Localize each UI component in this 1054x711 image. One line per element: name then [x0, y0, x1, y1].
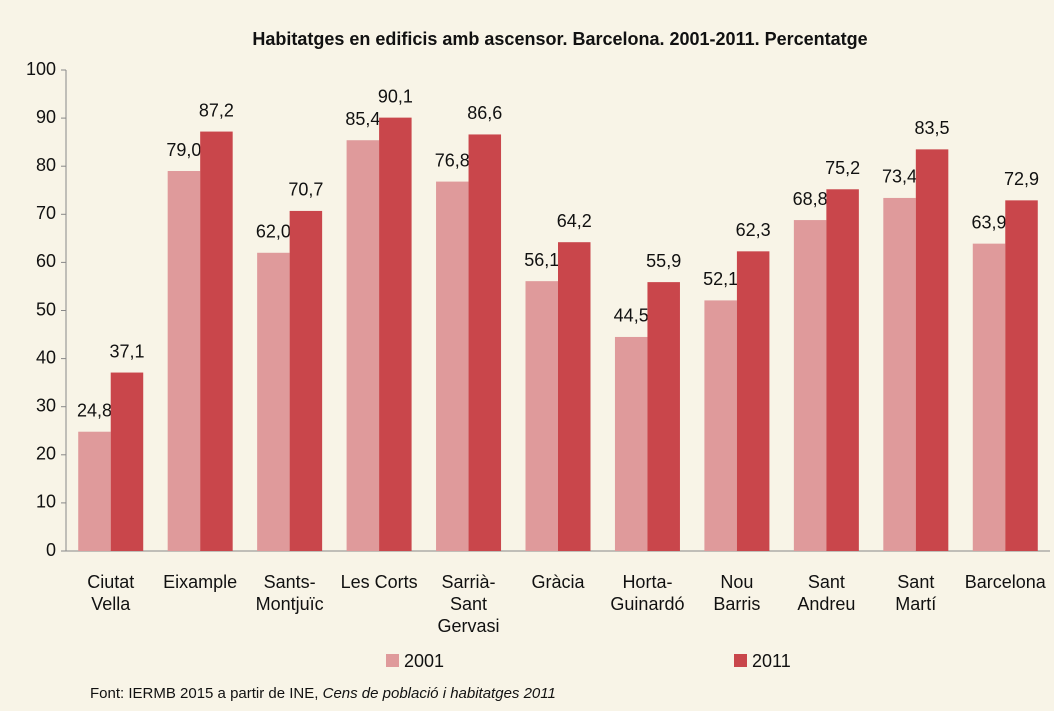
bar — [525, 281, 558, 551]
bar — [558, 242, 591, 551]
bar — [110, 372, 144, 551]
x-tick-line: Vella — [91, 594, 131, 614]
x-tick-label: Ciutat Vella — [87, 572, 134, 614]
bar — [257, 252, 290, 551]
x-tick-line: Nou — [720, 572, 753, 592]
x-tick-line: Sant — [897, 572, 934, 592]
chart-title: Habitatges en edificis amb ascensor. Bar… — [252, 29, 867, 49]
x-tick-line: Horta- — [622, 572, 672, 592]
value-label: 68,8 — [793, 189, 828, 209]
legend-swatch — [386, 654, 399, 667]
x-tick-label: Nou Barris — [713, 572, 760, 614]
value-label: 55,9 — [646, 251, 681, 271]
legend-swatch — [734, 654, 747, 667]
bar — [826, 189, 859, 551]
y-tick-label: 60 — [36, 251, 56, 271]
value-label: 62,0 — [256, 222, 291, 242]
y-tick-label: 80 — [36, 155, 56, 175]
x-tick-line: Sarrià- — [442, 572, 496, 592]
value-label: 62,3 — [736, 220, 771, 240]
y-tick-label: 40 — [36, 347, 56, 367]
value-label: 87,2 — [199, 100, 234, 120]
x-tick-line: Barcelona — [965, 572, 1047, 592]
y-tick-label: 0 — [46, 540, 56, 560]
source-italic: Cens de població i habitatges 2011 — [323, 685, 556, 702]
x-tick-line: Barris — [713, 594, 760, 614]
x-tick-line: Sants- — [264, 572, 316, 592]
value-label: 86,6 — [467, 103, 502, 123]
bar — [167, 171, 201, 551]
value-label: 76,8 — [435, 150, 470, 170]
bar — [614, 336, 648, 551]
x-tick-label: Horta-Guinardó — [610, 572, 684, 614]
value-label: 73,4 — [882, 167, 917, 187]
x-tick-line: Montjuïc — [256, 594, 324, 614]
y-tick-label: 20 — [36, 444, 56, 464]
value-label: 85,4 — [345, 109, 380, 129]
y-tick-label: 50 — [36, 299, 56, 319]
value-label: 83,5 — [915, 118, 950, 138]
x-tick-label: Barcelona — [965, 572, 1047, 592]
value-label: 44,5 — [614, 306, 649, 326]
y-tick-label: 30 — [36, 395, 56, 415]
value-label: 79,0 — [166, 140, 201, 160]
bar — [915, 149, 949, 552]
value-label: 72,9 — [1004, 169, 1039, 189]
x-tick-line: Eixample — [163, 572, 237, 592]
bar — [379, 117, 412, 551]
x-tick-line: Andreu — [797, 594, 855, 614]
x-tick-line: Gervasi — [438, 616, 500, 636]
value-label: 70,7 — [288, 180, 323, 200]
bar — [972, 243, 1006, 552]
bar — [736, 251, 770, 551]
bar — [647, 282, 680, 551]
bar — [78, 431, 111, 551]
y-tick-label: 90 — [36, 107, 56, 127]
value-label: 52,1 — [703, 269, 738, 289]
x-tick-line: Gràcia — [531, 572, 585, 592]
x-tick-label: Eixample — [163, 572, 237, 592]
value-label: 64,2 — [557, 211, 592, 231]
x-tick-label: Sant Andreu — [797, 572, 855, 614]
bar — [1005, 200, 1038, 551]
x-tick-line: Les Corts — [341, 572, 418, 592]
value-label: 56,1 — [524, 250, 559, 270]
bar — [436, 181, 469, 552]
bar — [289, 210, 323, 552]
bar — [468, 134, 502, 552]
x-tick-label: Sarrià-Sant Gervasi — [438, 572, 500, 636]
value-label: 90,1 — [378, 86, 413, 106]
value-label: 75,2 — [825, 158, 860, 178]
value-label: 24,8 — [77, 400, 112, 420]
source-note: Font: IERMB 2015 a partir de INE, Cens d… — [90, 685, 556, 702]
y-tick-label: 70 — [36, 203, 56, 223]
bar — [346, 140, 380, 551]
x-tick-line: Ciutat — [87, 572, 134, 592]
value-label: 37,1 — [109, 341, 144, 361]
x-tick-label: Sant Martí — [895, 572, 936, 614]
x-tick-line: Sant — [808, 572, 845, 592]
x-tick-label: Gràcia — [531, 572, 585, 592]
bar — [793, 220, 827, 551]
x-tick-line: Guinardó — [610, 594, 684, 614]
bar — [704, 300, 737, 551]
x-tick-line: Sant — [450, 594, 487, 614]
source-text: Font: IERMB 2015 a partir de INE, — [90, 685, 323, 702]
y-tick-label: 10 — [36, 492, 56, 512]
y-tick-label: 100 — [26, 59, 56, 79]
bar — [200, 131, 233, 551]
bar — [883, 197, 916, 552]
x-tick-label: Les Corts — [341, 572, 418, 592]
x-tick-label: Sants-Montjuïc — [256, 572, 324, 614]
legend-label: 2011 — [752, 651, 791, 671]
legend-label: 2001 — [404, 651, 444, 671]
value-label: 63,9 — [971, 212, 1006, 232]
x-tick-line: Martí — [895, 594, 936, 614]
